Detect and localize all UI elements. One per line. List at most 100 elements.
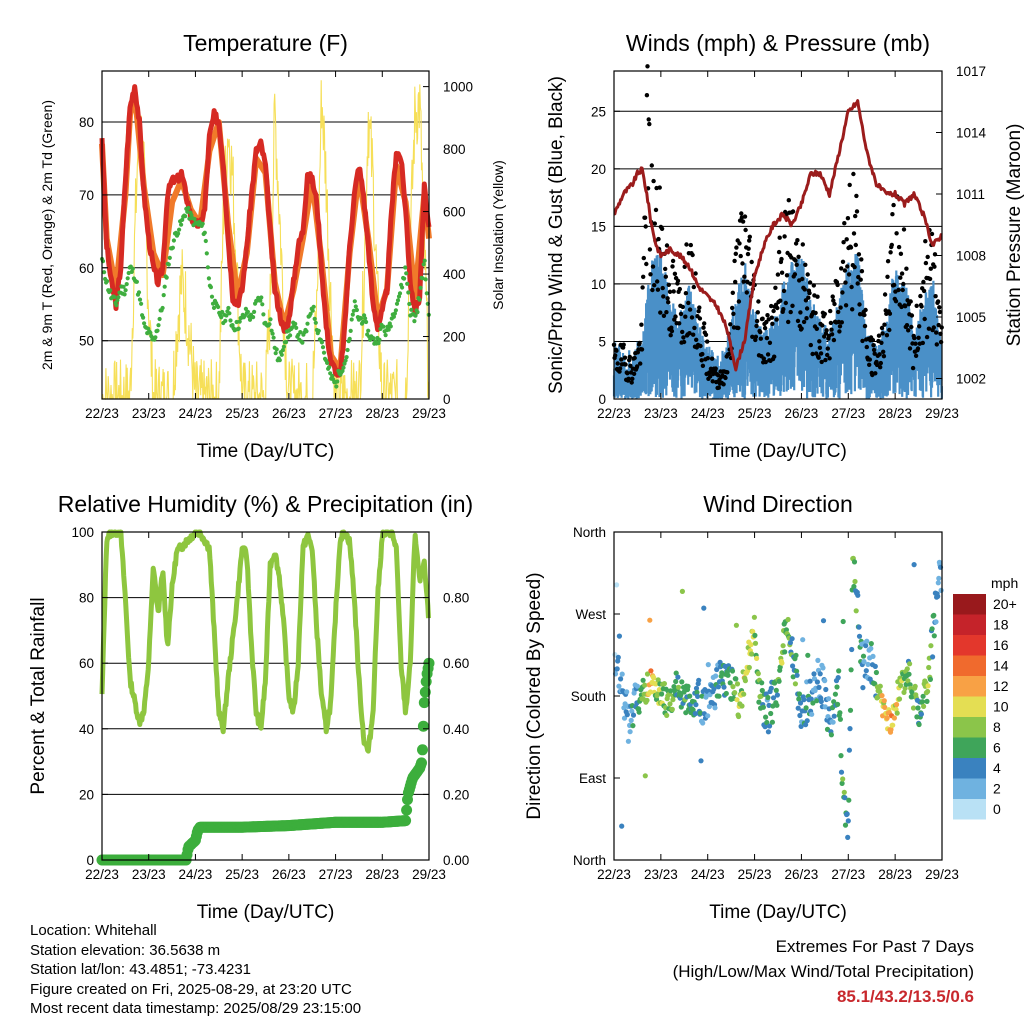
dewpoint-point bbox=[360, 319, 366, 324]
x-tick-label: 27/23 bbox=[831, 867, 865, 882]
direction-point bbox=[755, 671, 761, 677]
precip-point bbox=[417, 744, 428, 756]
gust-point bbox=[885, 274, 890, 279]
gust-point bbox=[909, 324, 914, 330]
y2-tick-label: 1005 bbox=[956, 310, 986, 325]
dewpoint-point bbox=[403, 265, 408, 270]
direction-point bbox=[774, 702, 780, 708]
dewpoint-point bbox=[395, 298, 401, 303]
x-axis-label: Time (Day/UTC) bbox=[197, 441, 335, 462]
dewpoint-point bbox=[227, 311, 232, 316]
legend-swatch bbox=[953, 758, 986, 779]
direction-point bbox=[673, 678, 679, 685]
dewpoint-point bbox=[376, 341, 381, 346]
x-tick-label: 26/23 bbox=[785, 867, 819, 882]
gust-point bbox=[694, 337, 699, 342]
gust-point bbox=[677, 286, 682, 292]
gust-point bbox=[908, 299, 913, 304]
gust-point bbox=[927, 276, 933, 282]
gust-point bbox=[936, 322, 941, 328]
direction-point bbox=[760, 704, 767, 710]
gust-point bbox=[691, 332, 696, 337]
gust-point bbox=[878, 360, 883, 366]
gust-point bbox=[655, 279, 660, 284]
direction-point bbox=[877, 683, 883, 689]
direction-point bbox=[629, 708, 635, 714]
timestamp-text: Most recent data timestamp: 2025/08/29 2… bbox=[30, 1000, 362, 1018]
gust-point bbox=[857, 302, 862, 307]
gust-point bbox=[831, 298, 836, 303]
legend-swatch bbox=[953, 635, 986, 656]
direction-point bbox=[693, 702, 699, 708]
direction-point bbox=[797, 700, 804, 706]
gust-point bbox=[934, 342, 939, 347]
dewpoint-point bbox=[363, 316, 368, 321]
direction-point bbox=[653, 681, 659, 687]
direction-point bbox=[615, 654, 621, 661]
direction-point bbox=[930, 654, 936, 660]
direction-point bbox=[834, 684, 840, 690]
direction-point bbox=[919, 699, 926, 705]
direction-point bbox=[927, 676, 934, 683]
direction-point bbox=[773, 687, 779, 694]
dewpoint-point bbox=[192, 216, 197, 222]
gust-point bbox=[650, 287, 655, 293]
gust-point bbox=[776, 249, 782, 255]
gust-point bbox=[781, 307, 786, 312]
direction-point bbox=[840, 776, 846, 782]
plot-frame bbox=[101, 531, 430, 861]
dewpoint-point bbox=[162, 284, 167, 289]
gust-point bbox=[842, 221, 847, 226]
legend-title: mph bbox=[991, 575, 1018, 591]
direction-point bbox=[644, 671, 651, 677]
direction-point bbox=[837, 710, 843, 716]
gust-point bbox=[645, 64, 650, 69]
gust-point bbox=[871, 347, 877, 353]
gust-point bbox=[672, 271, 678, 276]
gust-point bbox=[705, 356, 710, 361]
direction-point bbox=[673, 670, 679, 676]
gust-point bbox=[767, 340, 773, 345]
direction-point bbox=[628, 717, 634, 724]
direction-point bbox=[774, 692, 781, 698]
gust-point bbox=[893, 299, 899, 304]
gust-point bbox=[870, 337, 876, 343]
gust-point bbox=[627, 354, 632, 360]
y-axis-label: Sonic/Prop Wind & Gust (Blue, Black) bbox=[546, 76, 567, 394]
direction-point bbox=[746, 664, 752, 671]
direction-point bbox=[925, 683, 931, 689]
gust-point bbox=[637, 340, 642, 346]
gust-point bbox=[828, 320, 834, 326]
dewpoint-point bbox=[392, 311, 397, 316]
gust-point bbox=[928, 266, 933, 271]
dewpoint-point bbox=[141, 315, 146, 320]
direction-point bbox=[768, 685, 774, 691]
direction-point bbox=[838, 753, 844, 759]
direction-point bbox=[694, 689, 700, 695]
dewpoint-point bbox=[116, 295, 121, 300]
gust-point bbox=[800, 242, 805, 247]
dewpoint-point bbox=[234, 319, 239, 325]
direction-point bbox=[926, 664, 932, 671]
temp-2m-line bbox=[99, 84, 432, 378]
direction-point bbox=[853, 608, 859, 614]
legend-label: 14 bbox=[993, 658, 1009, 674]
dewpoint-point bbox=[412, 319, 417, 324]
gust-point bbox=[640, 285, 645, 290]
x-tick-label: 24/23 bbox=[179, 867, 213, 882]
gust-point bbox=[630, 376, 635, 381]
gust-point bbox=[879, 325, 885, 331]
gust-point bbox=[811, 283, 816, 288]
gust-point bbox=[687, 307, 693, 312]
direction-point bbox=[803, 705, 809, 711]
gust-point bbox=[664, 243, 670, 248]
dewpoint-point bbox=[245, 309, 250, 314]
direction-point bbox=[845, 818, 851, 824]
legend-label: 0 bbox=[993, 801, 1001, 817]
dewpoint-point bbox=[298, 330, 303, 335]
direction-point bbox=[837, 716, 844, 722]
gust-point bbox=[699, 358, 704, 363]
direction-point bbox=[756, 699, 762, 705]
direction-point bbox=[768, 710, 774, 717]
direction-point bbox=[717, 659, 723, 665]
